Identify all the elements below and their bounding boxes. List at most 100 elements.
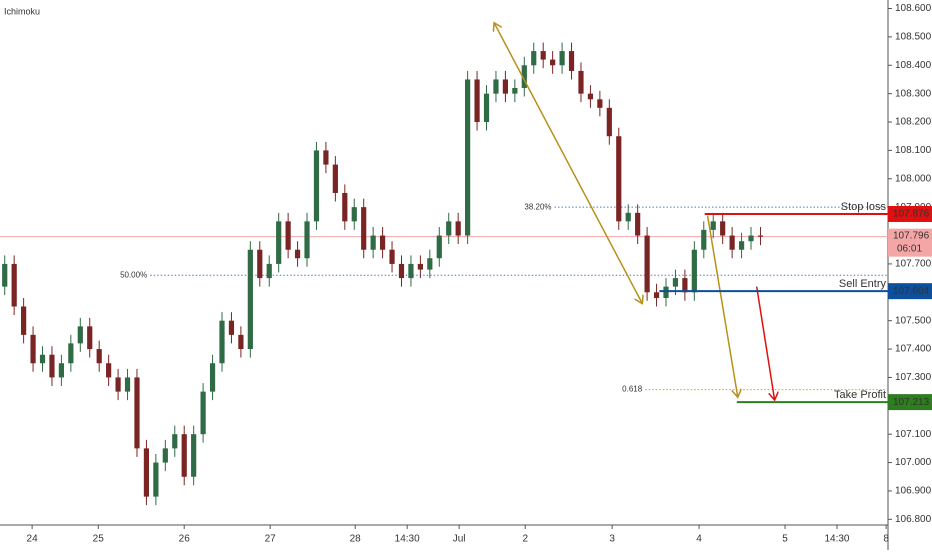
candle-body <box>96 349 102 364</box>
price-badge <box>888 394 932 411</box>
candle-body <box>361 207 367 250</box>
price-badge <box>888 205 932 222</box>
candle-body <box>644 235 650 293</box>
candle-body <box>493 79 499 94</box>
candle-body <box>228 320 235 335</box>
x-tick-label: Jul <box>453 534 466 545</box>
x-tick-label: 25 <box>93 534 105 545</box>
candle-body <box>568 51 575 71</box>
x-tick-label: 14:30 <box>824 534 849 545</box>
candle-body <box>720 221 726 236</box>
y-tick-label: 108.000 <box>895 173 932 184</box>
price-badge <box>888 283 932 300</box>
x-tick-label: 14:30 <box>395 534 420 545</box>
fib-label: 38.20% <box>524 202 551 211</box>
candle-body <box>691 249 697 293</box>
x-tick-label: 3 <box>609 534 615 545</box>
candle-body <box>115 377 121 392</box>
candle-body <box>597 99 603 108</box>
candle-body <box>446 221 452 236</box>
candle-body <box>474 79 480 123</box>
x-tick-label: 26 <box>179 534 191 545</box>
candle-body <box>162 448 168 463</box>
candle-body <box>238 334 244 350</box>
candle-body <box>49 354 55 378</box>
candle-body <box>209 363 216 392</box>
candle-body <box>21 306 27 335</box>
y-tick-label: 106.800 <box>895 514 932 525</box>
candle-body <box>559 51 565 66</box>
annotation-arrow <box>494 23 642 304</box>
candle-body <box>625 212 631 222</box>
y-tick-label: 108.600 <box>895 3 932 14</box>
candle-body <box>191 434 197 477</box>
candle-body <box>512 87 518 94</box>
candle-body <box>39 354 46 364</box>
y-tick-label: 108.100 <box>895 145 932 156</box>
x-tick-label: 28 <box>350 534 362 545</box>
candle-body <box>247 249 253 350</box>
candle-body <box>153 462 159 497</box>
x-tick-label: 5 <box>782 534 788 545</box>
candle-body <box>304 221 310 259</box>
candle-body <box>417 263 423 270</box>
candle-body <box>540 51 546 60</box>
y-tick-label: 107.700 <box>895 259 932 270</box>
y-tick-label: 108.500 <box>895 32 932 43</box>
annotation-arrow <box>755 286 775 401</box>
y-tick-label: 108.400 <box>895 60 932 71</box>
candle-body <box>616 136 622 222</box>
candle-body <box>342 192 348 222</box>
x-tick-label: 4 <box>696 534 702 545</box>
candle-body <box>531 51 537 66</box>
candle-body <box>294 249 301 259</box>
candle-body <box>143 448 150 497</box>
trade-level-name: Stop loss <box>841 201 887 213</box>
candle-body <box>710 221 716 230</box>
candle-body <box>483 93 490 123</box>
candle-body <box>370 235 376 250</box>
candle-body <box>106 363 112 378</box>
y-tick-label: 108.300 <box>895 88 932 99</box>
candle-body <box>672 278 679 287</box>
candle-body <box>77 326 83 344</box>
candle-body <box>181 434 187 477</box>
candle-body <box>134 377 140 449</box>
candle-body <box>653 292 660 298</box>
candle-body <box>606 107 612 137</box>
y-tick-label: 107.500 <box>895 315 932 326</box>
candle-body <box>701 229 707 250</box>
candle-body <box>332 164 338 193</box>
indicator-label: Ichimoku <box>4 6 40 16</box>
candle-body <box>200 391 206 435</box>
candle-body <box>219 320 225 364</box>
candle-body <box>313 150 320 222</box>
candle-body <box>124 377 131 392</box>
candle-body <box>266 263 272 279</box>
candle-body <box>11 263 17 307</box>
y-tick-label: 107.300 <box>895 372 932 383</box>
candle-body <box>389 249 395 264</box>
trade-level-name: Sell Entry <box>839 278 887 290</box>
x-tick-label: 27 <box>265 534 277 545</box>
candle-body <box>587 93 594 100</box>
candle-body <box>738 241 745 250</box>
candle-body <box>323 150 329 165</box>
candle-body <box>663 286 669 298</box>
countdown-label: 06:01 <box>897 243 922 254</box>
candle-body <box>68 343 74 364</box>
y-tick-label: 107.000 <box>895 457 932 468</box>
candle-body <box>550 59 556 66</box>
price-badge-label: 107.604 <box>893 286 930 297</box>
y-tick-label: 107.400 <box>895 344 932 355</box>
candle-body <box>682 278 688 293</box>
candle-body <box>2 263 8 287</box>
candle-body <box>465 79 471 236</box>
candle-body <box>285 221 291 250</box>
x-tick-label: 2 <box>522 534 528 545</box>
x-tick-label: 24 <box>27 534 39 545</box>
annotation-arrow <box>706 215 738 398</box>
candle-body <box>408 263 414 279</box>
price-badge-label: 107.213 <box>893 397 930 408</box>
